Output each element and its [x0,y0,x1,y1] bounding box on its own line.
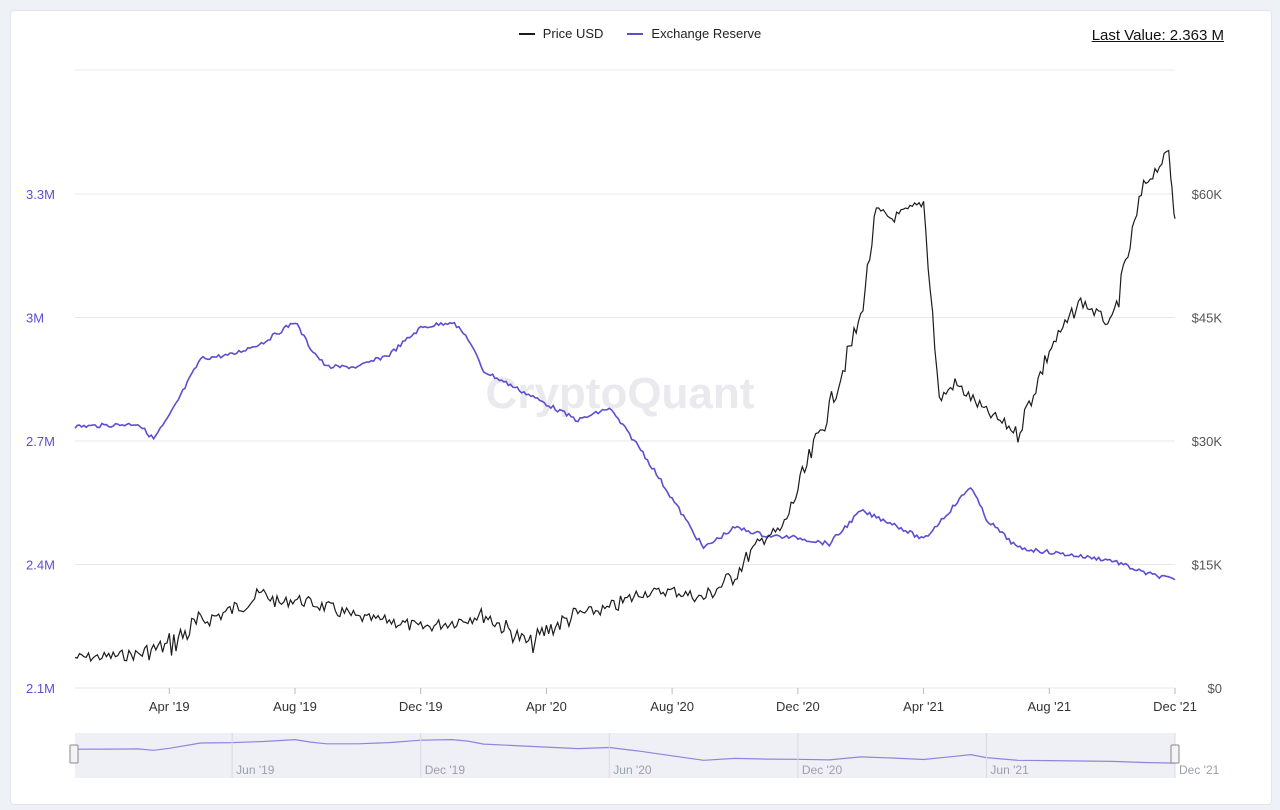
grid [75,69,1175,689]
legend-swatch-price [518,32,535,35]
left-axis: 2.1M 2.4M 2.7M 3M 3.3M [26,187,55,696]
navigator-background [75,733,1175,778]
navigator-tick-label: Jun '19 [236,763,275,777]
navigator-right-handle[interactable] [1170,744,1180,764]
series-line-price-usd [74,149,1176,663]
navigator-tick-label: Dec '20 [802,763,843,777]
navigator-tick-label: Jun '20 [613,763,652,777]
right-tick-label: $60K [1192,187,1223,202]
navigator-tick-label: Dec '19 [425,763,466,777]
right-tick-label: $15K [1192,558,1223,573]
left-tick-label: 3M [26,311,44,326]
x-tick-label: Dec '21 [1153,699,1197,714]
x-tick-label: Apr '20 [526,699,567,714]
right-tick-label: $30K [1192,434,1223,449]
chart-card [10,10,1272,805]
x-tick-label: Dec '19 [399,699,443,714]
navigator-line [74,738,1176,764]
left-tick-label: 2.7M [26,434,55,449]
legend-swatch-reserve [627,32,644,35]
watermark: CryptoQuant [486,369,755,418]
navigator-left-handle[interactable] [69,744,79,764]
legend-label-reserve: Exchange Reserve [651,26,762,41]
right-tick-label: $45K [1192,311,1223,326]
legend: Price USD Exchange Reserve [0,26,1280,41]
navigator-tick-label: Jun '21 [990,763,1029,777]
x-tick-label: Aug '21 [1027,699,1071,714]
left-tick-label: 3.3M [26,187,55,202]
left-tick-label: 2.1M [26,681,55,696]
legend-item-reserve[interactable]: Exchange Reserve [627,26,761,41]
series-line-exchange-reserve [74,321,1176,581]
x-tick-label: Apr '19 [149,699,190,714]
x-tick-label: Aug '19 [273,699,317,714]
navigator[interactable]: Jun '19 Dec '19 Jun '20 Dec '20 Jun '21 Dec '… [69,733,1220,778]
right-tick-label: $0 [1208,681,1222,696]
last-value-readout: Last Value: 2.363 M [1091,27,1224,44]
x-tick-label: Apr '21 [903,699,944,714]
x-axis: Apr '19 Aug '19 Dec '19 Apr '20 Aug '20 Dec '… [149,688,1197,714]
x-tick-label: Aug '20 [650,699,694,714]
legend-label-price: Price USD [542,26,604,41]
x-tick-label: Dec '20 [776,699,820,714]
legend-item-price[interactable]: Price USD [518,26,604,41]
right-axis: $0 $15K $30K $45K $60K [1192,187,1223,696]
left-tick-label: 2.4M [26,558,55,573]
navigator-tick-label: Dec '21 [1179,763,1220,777]
